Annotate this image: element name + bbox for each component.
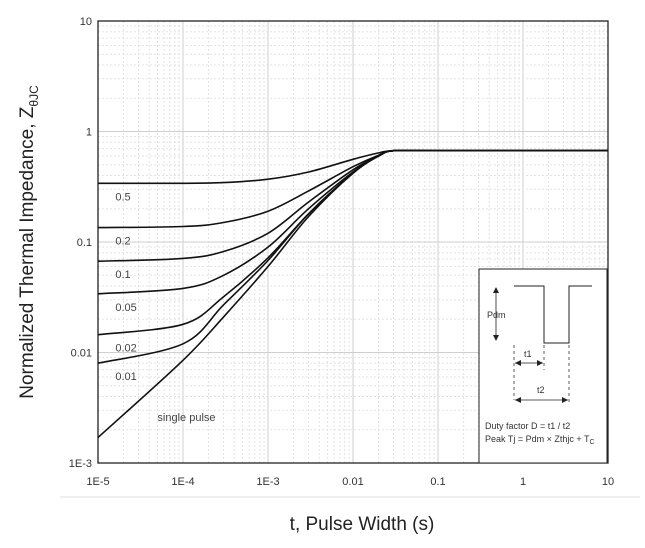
y-tick-labels: 1E-3 0.01 0.1 1 10 [69,16,92,470]
y-tick-label: 0.1 [77,237,92,249]
curve-label-0-05: 0.05 [115,302,136,314]
peak-tj-main: Peak Tj = Pdm × Zthjc + T [485,434,590,444]
peak-tj-sub: C [589,439,594,446]
t2-arrow-head-right [562,397,568,403]
x-tick-label: 0.01 [342,476,363,488]
curves [97,149,608,439]
pulse-waveform [514,285,592,344]
x-tick-label: 1E-4 [171,476,194,488]
x-tick-label: 10 [602,476,614,488]
x-tick-label: 1E-5 [86,476,109,488]
t2-arrow-head-left [515,397,521,403]
curve-label-0-2: 0.2 [115,236,130,248]
t1-arrow-head-right [537,360,543,366]
x-tick-label: 0.1 [430,476,445,488]
y-tick-label: 1E-3 [69,458,92,470]
plot-frame [97,20,609,464]
t2-label: t2 [537,385,545,395]
x-tick-labels: 1E-5 1E-4 1E-3 0.01 0.1 1 10 [86,476,614,488]
curve-label-0-01: 0.01 [115,371,136,383]
pdm-arrow-head-bottom [493,335,499,341]
curve-label-0-1: 0.1 [115,269,130,281]
y-axis-title: Normalized Thermal Impedance, ZθJC [17,85,41,399]
curve-labels: 0.5 0.2 0.1 0.05 0.02 0.01 single pulse [115,191,215,424]
duty-cycle-inset: Pdm t1 t2 Duty factor D = t1 / t2 Peak T… [478,268,608,464]
y-tick-label: 0.01 [71,348,92,360]
inset-frame [478,268,608,464]
duty-factor-text: Duty factor D = t1 / t2 [485,421,570,431]
curve-single-pulse [97,149,608,439]
pdm-arrow-head-top [493,287,499,293]
curve-label-0-5: 0.5 [115,191,130,203]
pdm-label: Pdm [487,310,506,320]
y-axis-title-main: Normalized Thermal Impedance, Z [17,106,38,399]
y-axis-title-sub: θJC [27,85,41,107]
y-tick-label: 10 [80,16,92,28]
y-tick-label: 1 [86,127,92,139]
curve-label-single-pulse: single pulse [157,412,215,424]
x-axis-title: t, Pulse Width (s) [290,514,435,535]
x-tick-label: 1E-3 [256,476,279,488]
curve-label-0-02: 0.02 [115,343,136,355]
peak-tj-text: Peak Tj = Pdm × Zthjc + TC [485,434,595,446]
t1-arrow-head-left [515,360,521,366]
t1-label: t1 [524,349,532,359]
x-tick-label: 1 [520,476,526,488]
grid [97,20,609,464]
